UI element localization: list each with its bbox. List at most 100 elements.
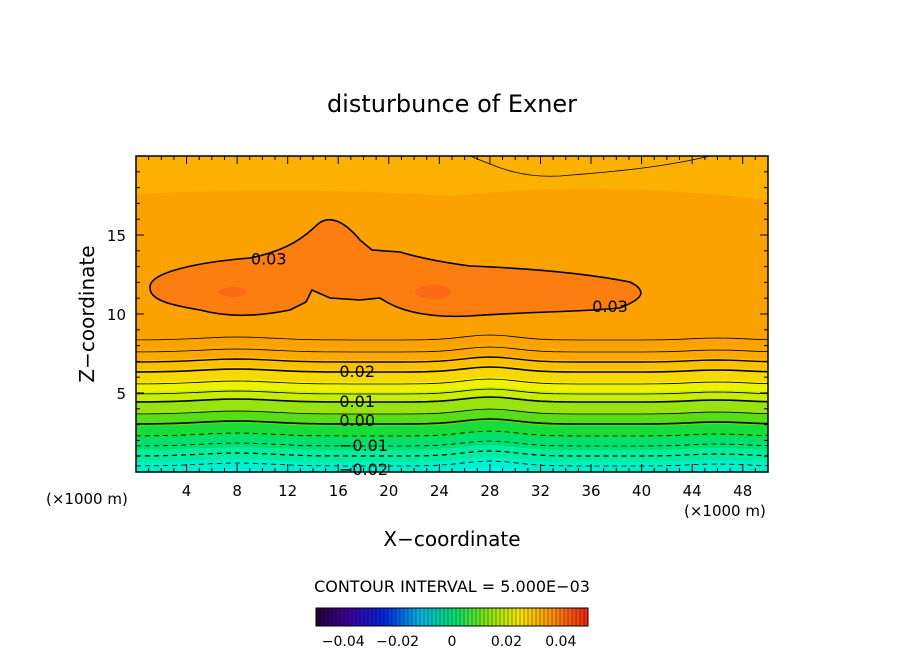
contour-line-2 [136, 356, 768, 363]
colorbar-cell [584, 608, 589, 626]
colorbar-cell [540, 608, 545, 626]
colorbar-cell [340, 608, 345, 626]
colorbar [316, 608, 589, 626]
colorbar-cell [576, 608, 581, 626]
contour-label-5: −0.01 [339, 436, 388, 455]
colorbar-cell [412, 608, 417, 626]
colorbar-cell [424, 608, 429, 626]
contour-line-10 [136, 440, 768, 447]
contour-line-9 [136, 430, 768, 437]
colorbar-cell [508, 608, 513, 626]
x-tick-label: 36 [581, 482, 600, 500]
x-tick-label: 48 [733, 482, 752, 500]
contour-line-0 [136, 334, 768, 341]
contour-line-4 [136, 378, 768, 385]
band-core [149, 219, 641, 317]
colorbar-cell [348, 608, 353, 626]
colorbar-cell [384, 608, 389, 626]
contour-line-8 [136, 418, 768, 425]
y-tick-label: 5 [116, 385, 126, 403]
colorbar-cell [552, 608, 557, 626]
colorbar-cell [556, 608, 561, 626]
colorbar-cell [364, 608, 369, 626]
band-max-1 [219, 287, 247, 297]
colorbar-cell [400, 608, 405, 626]
colorbar-tick-label: 0 [448, 634, 457, 650]
colorbar-cell [568, 608, 573, 626]
colorbar-cell [456, 608, 461, 626]
colorbar-cell [376, 608, 381, 626]
chart-title: disturbunce of Exner [327, 90, 577, 118]
contour-line-1 [136, 346, 768, 353]
colorbar-cell [404, 608, 409, 626]
colorbar-cell [448, 608, 453, 626]
colorbar-cell [504, 608, 509, 626]
colorbar-cell [396, 608, 401, 626]
colorbar-cell [520, 608, 525, 626]
contour-line-6 [136, 396, 768, 403]
colorbar-cell [444, 608, 449, 626]
contour-line-3 [136, 366, 768, 373]
colorbar-cell [324, 608, 329, 626]
colorbar-cell [516, 608, 521, 626]
colorbar-cell [336, 608, 341, 626]
colorbar-cell [480, 608, 485, 626]
colorbar-cell [536, 608, 541, 626]
colorbar-cell [564, 608, 569, 626]
colorbar-cell [352, 608, 357, 626]
colorbar-cell [464, 608, 469, 626]
x-tick-label: 8 [232, 482, 242, 500]
colorbar-cell [452, 608, 457, 626]
colorbar-cell [580, 608, 585, 626]
x-tick-label: 24 [430, 482, 449, 500]
colorbar-cell [332, 608, 337, 626]
y-tick-label: 10 [107, 306, 126, 324]
x-unit-label: (×1000 m) [684, 502, 766, 520]
colorbar-cell [572, 608, 577, 626]
colorbar-cell [316, 608, 321, 626]
contour-line-11 [136, 450, 768, 457]
y-tick-label: 15 [107, 227, 126, 245]
colorbar-cell [344, 608, 349, 626]
x-tick-label: 20 [379, 482, 398, 500]
colorbar-tick-label: 0.02 [491, 634, 522, 650]
plot-area [136, 156, 768, 472]
contour-line-7 [136, 408, 768, 415]
band-max-2 [415, 285, 451, 299]
x-tick-label: 28 [480, 482, 499, 500]
colorbar-cell [372, 608, 377, 626]
band-upper [136, 156, 768, 200]
x-tick-label: 4 [182, 482, 192, 500]
colorbar-cell [420, 608, 425, 626]
contour-label-0: 0.03 [251, 250, 287, 269]
colorbar-cell [492, 608, 497, 626]
colorbar-cell [512, 608, 517, 626]
contour-label-1: 0.03 [592, 297, 628, 316]
colorbar-cell [320, 608, 325, 626]
colorbar-cell [440, 608, 445, 626]
colorbar-cell [380, 608, 385, 626]
colorbar-tick-label: −0.02 [376, 634, 419, 650]
colorbar-cell [488, 608, 493, 626]
contour-line-12 [136, 460, 768, 467]
contour-label-3: 0.01 [339, 392, 375, 411]
contour-0.03 [149, 218, 642, 318]
contour-line-5 [136, 388, 768, 395]
x-tick-label: 12 [278, 482, 297, 500]
colorbar-cell [476, 608, 481, 626]
contour-label-2: 0.02 [339, 362, 375, 381]
colorbar-cell [328, 608, 333, 626]
x-tick-label: 40 [632, 482, 651, 500]
colorbar-cell [560, 608, 565, 626]
colorbar-tick-label: 0.04 [545, 634, 576, 650]
colorbar-cell [416, 608, 421, 626]
x-tick-label: 16 [329, 482, 348, 500]
colorbar-cell [432, 608, 437, 626]
colorbar-cell [388, 608, 393, 626]
contour-interval-label: CONTOUR INTERVAL = 5.000E−03 [314, 577, 590, 596]
contour-top [469, 156, 711, 177]
contour-label-4: 0.00 [339, 411, 375, 430]
colorbar-cell [484, 608, 489, 626]
colorbar-cell [548, 608, 553, 626]
